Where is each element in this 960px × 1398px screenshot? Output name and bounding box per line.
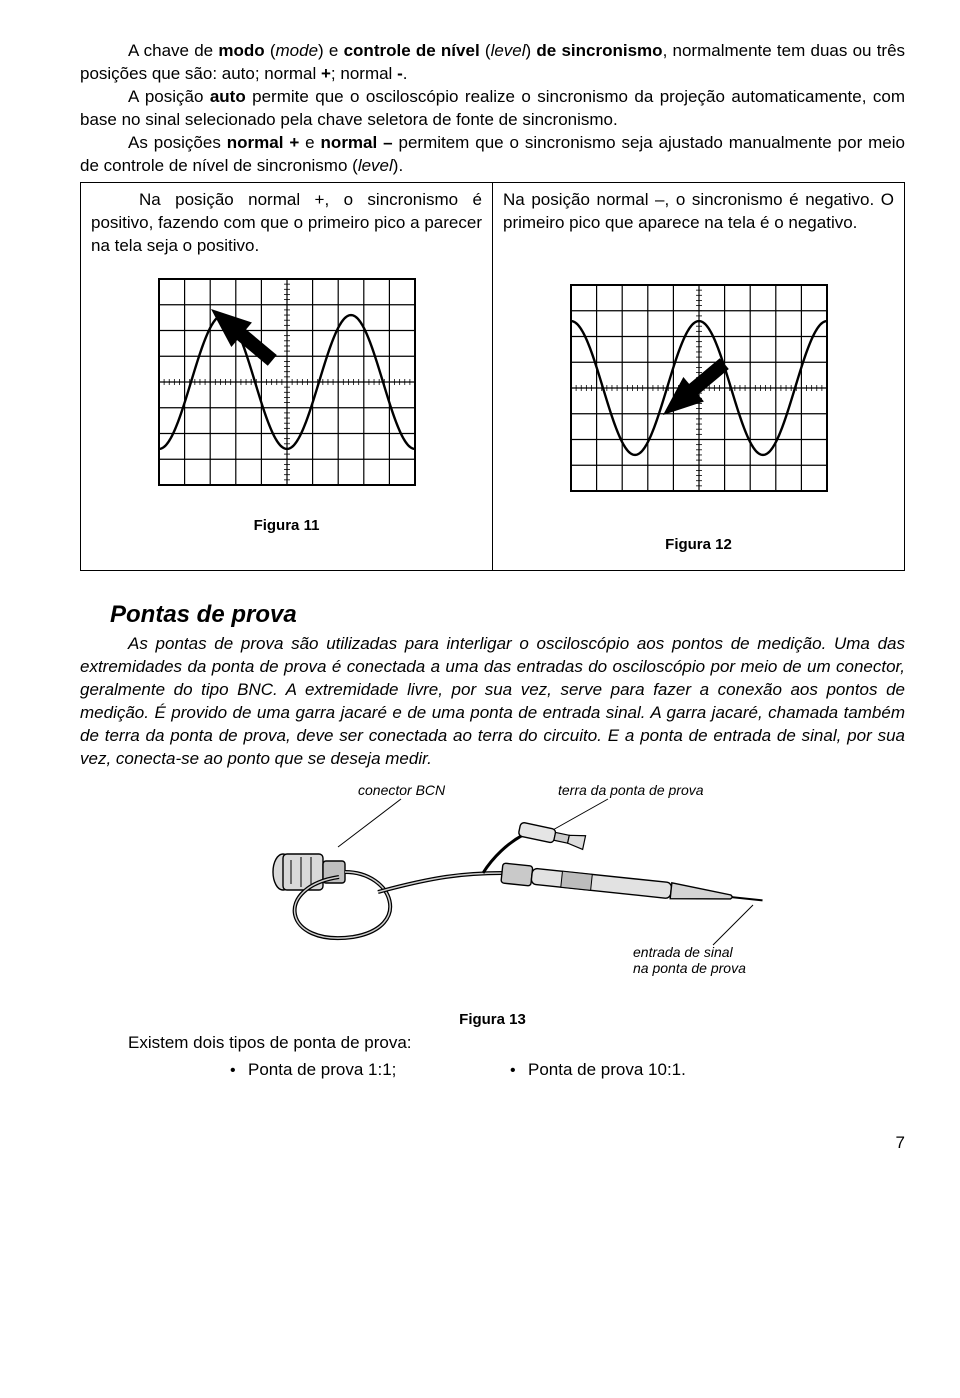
svg-text:entrada de sinal: entrada de sinal	[633, 944, 734, 960]
text: A posição	[128, 87, 210, 106]
bullet-2: Ponta de prova 10:1.	[510, 1059, 790, 1082]
figure-12-caption: Figura 12	[503, 535, 894, 555]
text-bold: auto	[210, 87, 246, 106]
page-number: 7	[80, 1132, 905, 1155]
text: .	[403, 64, 408, 83]
cell-right-text: Na posição normal –, o sincronismo é neg…	[503, 189, 894, 235]
bullet-1: Ponta de prova 1:1;	[230, 1059, 510, 1082]
text-bold: controle de nível	[344, 41, 480, 60]
text: As posições	[128, 133, 227, 152]
svg-text:na ponta de prova: na ponta de prova	[633, 960, 746, 976]
cell-left-text: Na posição normal +, o sincronismo é pos…	[91, 189, 482, 258]
text: e	[299, 133, 320, 152]
text: ; normal	[331, 64, 397, 83]
svg-text:terra da ponta de prova: terra da ponta de prova	[558, 782, 704, 798]
paragraph-3: As posições normal + e normal – permitem…	[80, 132, 905, 178]
text: A chave de	[128, 41, 218, 60]
text-bold: normal –	[321, 133, 393, 152]
figure-13-caption: Figura 13	[80, 1010, 905, 1030]
cell-left: Na posição normal +, o sincronismo é pos…	[81, 182, 493, 570]
text-bold: normal +	[227, 133, 300, 152]
text: (	[480, 41, 491, 60]
probe-diagram-wrap: conector BCN terra da ponta de prova entra…	[80, 777, 905, 994]
text-bold: modo	[218, 41, 264, 60]
probe-bullets: Ponta de prova 1:1; Ponta de prova 10:1.	[230, 1057, 905, 1082]
bullet-col-1: Ponta de prova 1:1;	[230, 1057, 510, 1082]
scope-left-wrap	[91, 267, 482, 504]
text-bold: de sincronismo	[536, 41, 662, 60]
section-heading-pontas: Pontas de prova	[110, 599, 905, 631]
text-bold: +	[321, 64, 331, 83]
scope-right-svg	[559, 273, 839, 503]
probe-diagram-svg: conector BCN terra da ponta de prova entra…	[163, 777, 823, 987]
text: (	[265, 41, 276, 60]
text-italic: mode	[276, 41, 319, 60]
text-italic: level	[358, 156, 393, 175]
paragraph-1: A chave de modo (mode) e controle de nív…	[80, 40, 905, 86]
text-italic: level	[491, 41, 526, 60]
figure-11-caption: Figura 11	[91, 516, 482, 536]
cell-right: Na posição normal –, o sincronismo é neg…	[493, 182, 905, 570]
bullet-col-2: Ponta de prova 10:1.	[510, 1057, 790, 1082]
sync-comparison-table: Na posição normal +, o sincronismo é pos…	[80, 182, 905, 571]
text: )	[526, 41, 537, 60]
paragraph-2: A posição auto permite que o osciloscópi…	[80, 86, 905, 132]
scope-right-wrap	[503, 273, 894, 510]
svg-text:conector BCN: conector BCN	[358, 782, 446, 798]
text: ) e	[318, 41, 344, 60]
text: ).	[393, 156, 403, 175]
probe-types-line: Existem dois tipos de ponta de prova:	[80, 1032, 905, 1055]
probe-paragraph: As pontas de prova são utilizadas para i…	[80, 633, 905, 771]
scope-left-svg	[147, 267, 427, 497]
